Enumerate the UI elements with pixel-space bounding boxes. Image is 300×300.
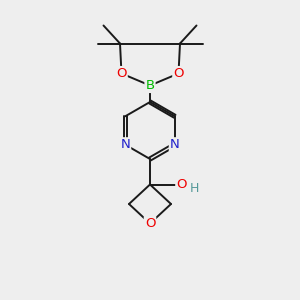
Text: N: N	[170, 138, 180, 151]
Text: N: N	[120, 138, 130, 151]
Text: O: O	[116, 67, 127, 80]
Text: O: O	[176, 178, 187, 191]
Text: O: O	[145, 217, 155, 230]
Text: H: H	[189, 182, 199, 196]
Text: B: B	[146, 79, 154, 92]
Text: O: O	[173, 67, 184, 80]
